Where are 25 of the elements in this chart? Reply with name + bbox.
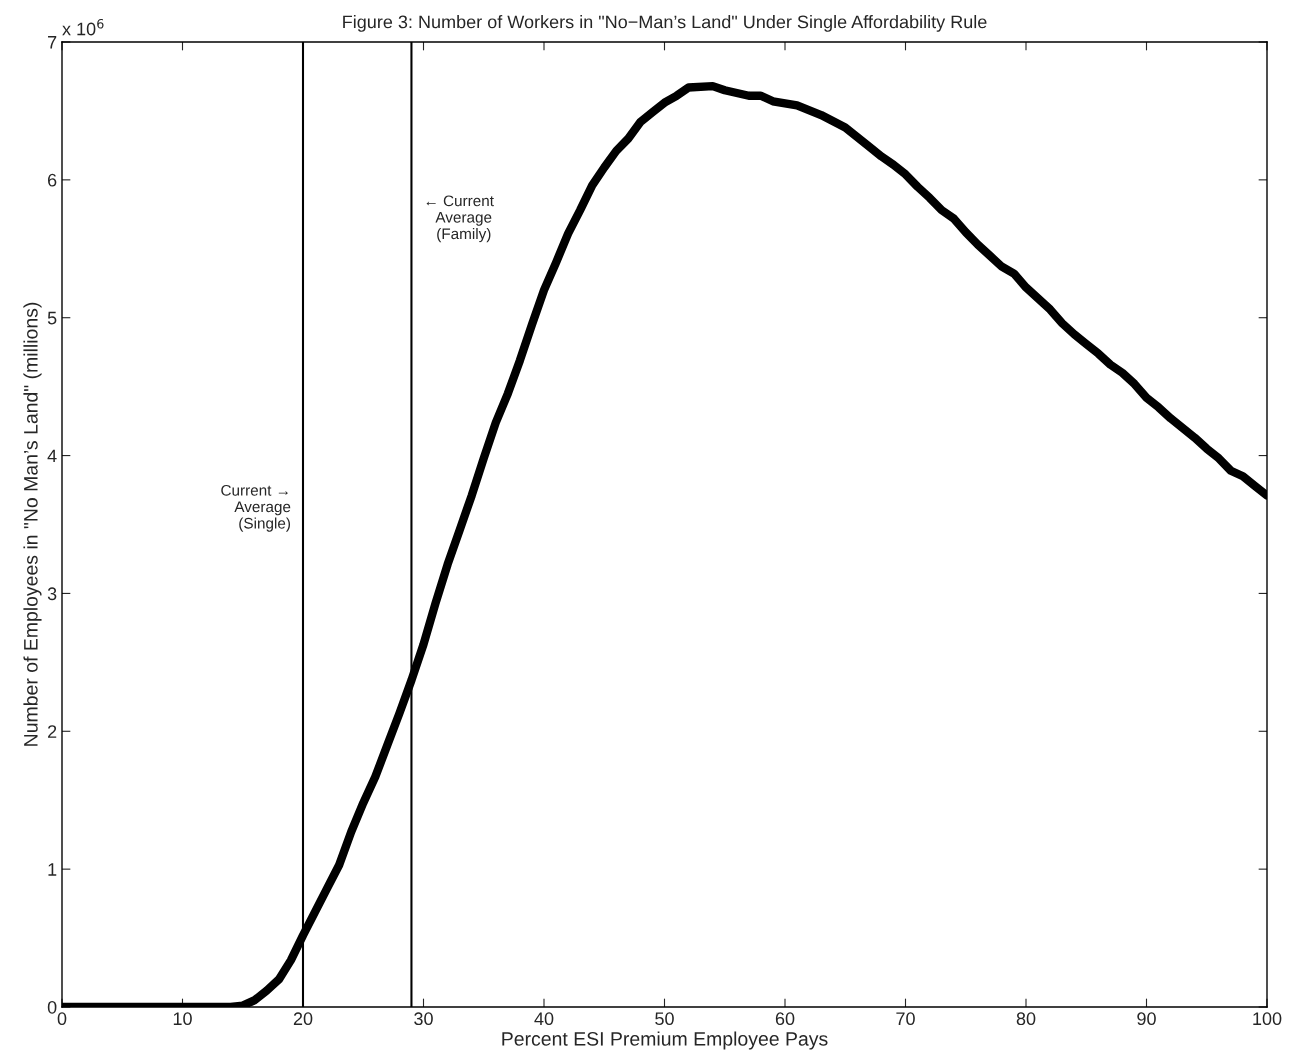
ref-line-label: Current → Average (Single) — [221, 484, 291, 532]
x-tick-label: 50 — [655, 1012, 674, 1026]
x-tick-label: 90 — [1137, 1012, 1156, 1026]
y-tick-label: 2 — [48, 725, 57, 738]
y-tick-label: 7 — [48, 36, 57, 49]
ref-line-label: ← Current Average (Family) — [426, 195, 494, 243]
y-tick-label: 6 — [48, 173, 57, 187]
x-tick-label: 40 — [534, 1012, 554, 1026]
x-tick-label: 100 — [1253, 1012, 1282, 1026]
x-tick-label: 10 — [173, 1012, 192, 1026]
x-tick-label: 60 — [775, 1012, 795, 1026]
x-axis-title: Percent ESI Premium Employee Pays — [502, 1031, 828, 1050]
text: x 10$^{6}$ — [62, 18, 104, 36]
x-tick-label: 80 — [1016, 1012, 1036, 1026]
y-tick-label: 0 — [47, 1000, 57, 1014]
x-tick-label: 30 — [414, 1012, 433, 1026]
x-tick-label: 0 — [57, 1012, 67, 1026]
x-tick-label: 20 — [293, 1012, 313, 1026]
chart-title: Figure 3: Number of Workers in "No−Man’s Land" Under Single Affordability Rule — [343, 15, 987, 32]
y-tick-label: 4 — [47, 449, 57, 463]
x-tick-label: 70 — [896, 1012, 915, 1026]
y-axis-title: Number of Employees in "No Man’s Land" (millions) — [23, 302, 42, 746]
y-tick-label: 5 — [47, 311, 57, 325]
y-tick-label: 3 — [47, 587, 57, 601]
y-tick-label: 1 — [48, 863, 57, 876]
